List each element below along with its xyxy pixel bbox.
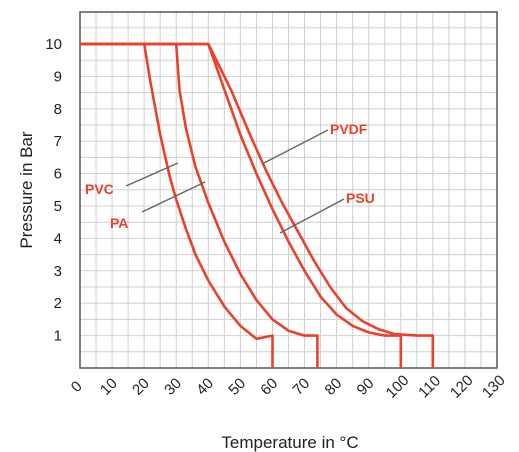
y-tick-label: 8 [54, 101, 62, 118]
y-tick-label: 10 [45, 36, 62, 53]
series-label-pa: PA [110, 215, 128, 231]
series-label-pvc: PVC [85, 181, 114, 197]
x-tick-label: 0 [68, 378, 86, 396]
x-tick-label: 100 [383, 372, 413, 402]
x-tick-label: 130 [479, 372, 509, 402]
plot-frame [79, 11, 498, 369]
series-line-psu [80, 42, 435, 368]
x-tick-label: 110 [415, 372, 444, 401]
grid [79, 11, 498, 369]
series-label-pvdf: PVDF [330, 121, 368, 137]
x-tick-label: 40 [193, 375, 217, 399]
x-axis-title: Temperature in °C [221, 433, 358, 452]
y-axis-title: Pressure in Bar [17, 131, 36, 248]
series-lines [80, 42, 435, 368]
x-tick-label: 30 [161, 375, 185, 399]
x-tick-label: 120 [447, 372, 477, 402]
x-tick-label: 50 [225, 375, 249, 399]
leader-line-pa [141, 181, 206, 213]
y-tick-label: 2 [54, 295, 62, 312]
leader-line-psu [279, 198, 345, 234]
y-tick-label: 1 [54, 328, 62, 345]
series-line-pvc [80, 42, 274, 368]
series-label-psu: PSU [346, 190, 375, 206]
x-tick-labels: 0 10 20 30 40 50 60 70 80 90 100 110 120 130 [68, 372, 509, 402]
x-tick-label: 70 [289, 375, 313, 399]
x-tick-label: 90 [354, 375, 378, 399]
x-tick-label: 10 [97, 375, 121, 399]
y-tick-label: 3 [54, 263, 62, 280]
series-labels: PVC PA PVDF PSU [85, 121, 375, 234]
y-tick-label: 5 [54, 198, 62, 215]
series-line-pa [80, 42, 319, 368]
x-tick-label: 20 [129, 375, 153, 399]
leader-line-pvc [125, 162, 179, 187]
y-tick-label: 7 [54, 133, 62, 150]
y-tick-label: 9 [54, 68, 62, 85]
y-tick-label: 4 [54, 230, 62, 247]
x-tick-label: 80 [322, 375, 346, 399]
y-tick-labels: 1 2 3 4 5 6 7 8 9 10 [45, 36, 62, 345]
series-line-pvdf [80, 42, 403, 368]
x-tick-label: 60 [257, 375, 281, 399]
leader-line-pvdf [261, 129, 329, 165]
y-tick-label: 6 [54, 166, 62, 183]
